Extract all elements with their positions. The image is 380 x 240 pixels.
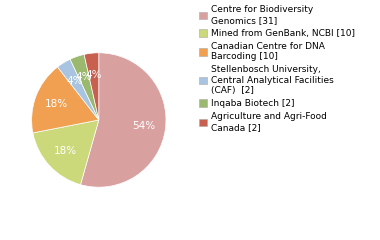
Legend: Centre for Biodiversity
Genomics [31], Mined from GenBank, NCBI [10], Canadian C: Centre for Biodiversity Genomics [31], M… (198, 5, 356, 133)
Wedge shape (57, 59, 99, 120)
Wedge shape (81, 53, 166, 187)
Wedge shape (84, 53, 99, 120)
Text: 4%: 4% (76, 72, 92, 82)
Text: 18%: 18% (44, 99, 68, 109)
Wedge shape (70, 54, 99, 120)
Wedge shape (33, 120, 99, 185)
Text: 4%: 4% (66, 76, 83, 86)
Text: 4%: 4% (86, 70, 102, 80)
Text: 54%: 54% (133, 121, 156, 131)
Text: 18%: 18% (54, 146, 77, 156)
Wedge shape (32, 67, 99, 133)
